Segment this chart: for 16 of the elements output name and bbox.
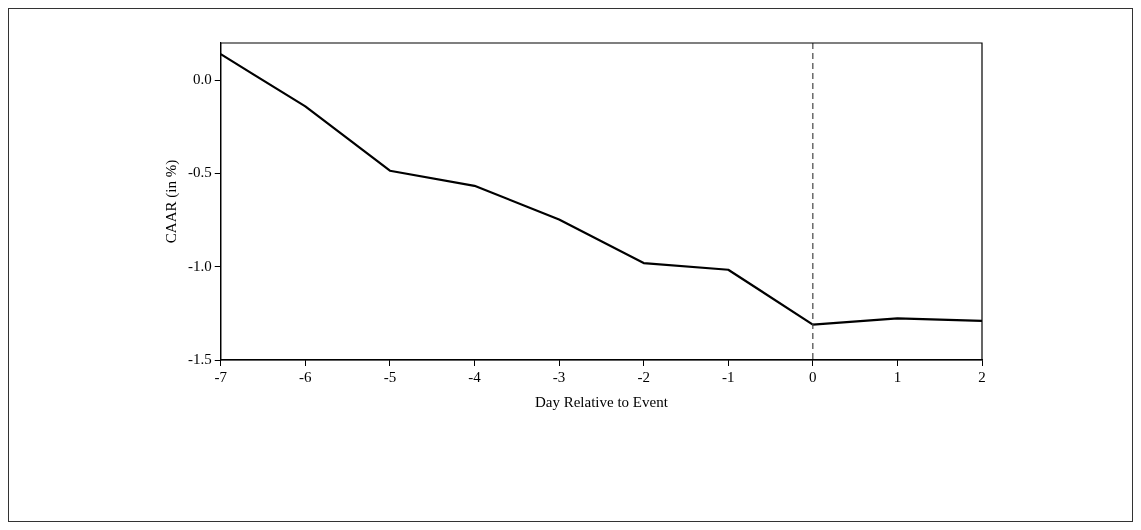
x-tick-label: 0 [809,368,817,385]
y-tick-label: -0.5 [188,164,212,181]
y-tick-label: -1.5 [188,350,212,367]
x-tick-label: -5 [383,368,397,385]
y-axis-title: CAAR (in %) [162,159,180,244]
x-tick-label: -6 [299,368,313,385]
y-tick-label: -1.0 [188,257,212,274]
y-tick-label: 0.0 [193,71,212,88]
x-tick-label: -1 [722,368,735,385]
x-tick-label: -4 [468,368,482,385]
x-tick-label: 1 [893,368,902,385]
x-tick-label: -3 [552,368,566,385]
x-tick-label: -2 [637,368,650,385]
x-tick-label: -7 [214,368,228,385]
x-axis-title: Day Relative to Event [534,393,669,410]
x-tick-label: 2 [978,368,986,385]
